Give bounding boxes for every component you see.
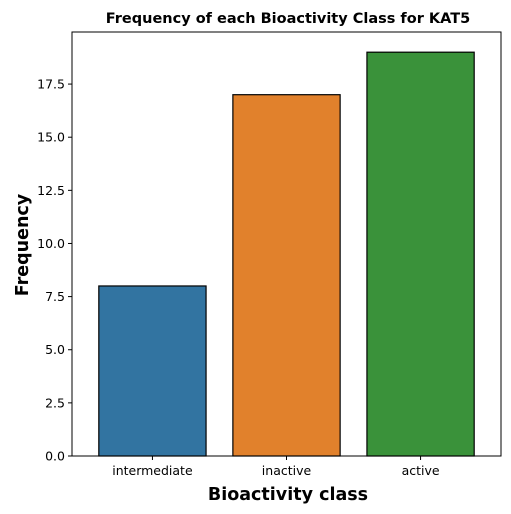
y-tick-label: 17.5 [37,77,65,92]
y-tick-label: 0.0 [45,449,65,464]
chart-title: Frequency of each Bioactivity Class for … [106,11,470,27]
y-tick-label: 10.0 [37,236,65,251]
bar-inactive [232,94,341,457]
x-axis-ticks: intermediate inactive active [112,456,440,478]
y-axis-label: Frequency [13,193,33,296]
y-tick-label: 12.5 [37,183,65,198]
bar-intermediate [98,285,207,457]
x-tick-label: intermediate [112,463,193,478]
bars-group [98,51,475,457]
x-tick-label: active [402,463,440,478]
y-tick-label: 7.5 [45,289,65,304]
y-tick-label: 2.5 [45,395,65,410]
x-tick-label: inactive [262,463,312,478]
x-axis-label: Bioactivity class [208,485,368,505]
y-tick-label: 15.0 [37,130,65,145]
plot-frame [71,31,502,457]
bar-active [366,51,475,457]
y-axis-ticks: 0.0 2.5 5.0 7.5 10.0 12.5 15.0 17.5 [37,77,72,464]
y-tick-label: 5.0 [45,342,65,357]
